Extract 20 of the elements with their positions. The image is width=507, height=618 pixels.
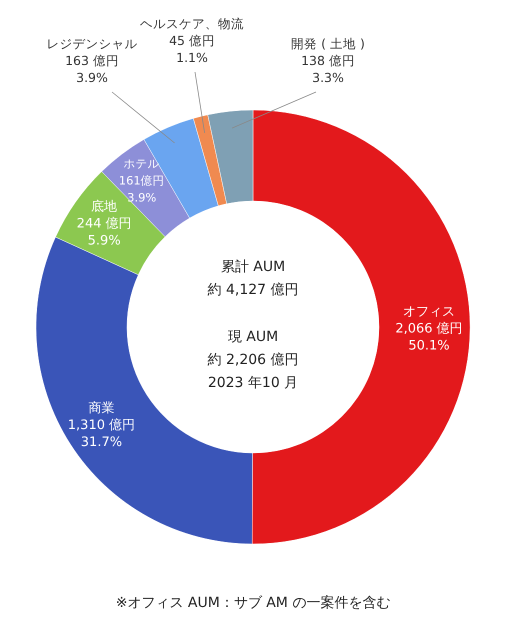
slice-label: 開発 ( 土地 ) xyxy=(291,36,365,51)
data-label: 1,310 億円 31.7% xyxy=(68,418,136,450)
slice-label: 商業 xyxy=(88,401,114,416)
data-label: 138 億円 3.3% xyxy=(301,53,355,85)
text: 約 4,127 億円 xyxy=(208,282,298,298)
text: 累計 AUM xyxy=(220,259,286,275)
text: 2023 年10 月 xyxy=(208,375,298,391)
data-label: 163 億円 3.9% xyxy=(65,53,119,85)
data-label: 161億円 3.9% xyxy=(118,173,165,204)
slice-label: ヘルスケア、物流 xyxy=(140,16,244,31)
slice-label: 底地 xyxy=(91,199,118,214)
slice-label: レジデンシャル xyxy=(46,36,138,51)
slice-label: ホテル xyxy=(124,156,160,170)
data-label: 45 億円 1.1% xyxy=(169,33,215,65)
slice-label: オフィス xyxy=(403,304,455,320)
text: ※オフィス AUM：サブ AM の一案件を含む xyxy=(116,594,390,611)
text: 約 2,206 億円 xyxy=(208,352,298,368)
data-label: 244 億円 5.9% xyxy=(76,216,132,248)
data-label: 2,066 億円 50.1% xyxy=(395,321,463,354)
text: 現 AUM xyxy=(228,329,278,345)
